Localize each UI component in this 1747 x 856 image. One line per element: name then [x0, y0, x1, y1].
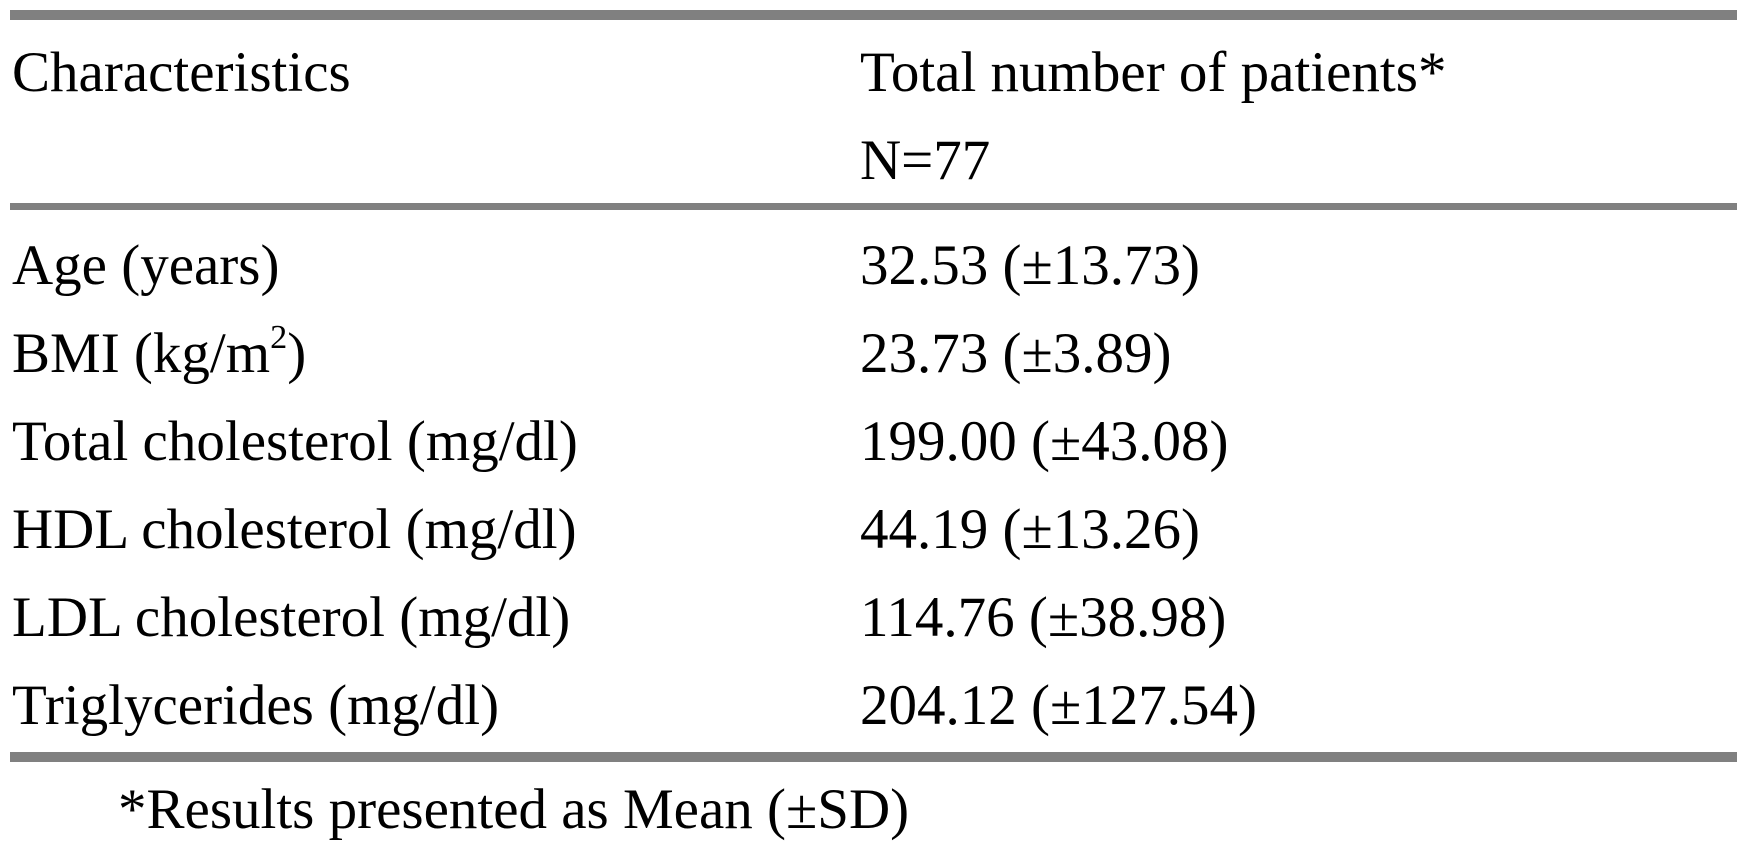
table-header-rule — [10, 203, 1737, 210]
header-characteristics: Characteristics — [12, 41, 351, 104]
row-value-ldl: 114.76 (±38.98) — [860, 586, 1227, 649]
row-value-bmi: 23.73 (±3.89) — [860, 322, 1172, 385]
table-footnote: *Results presented as Mean (±SD) — [118, 778, 910, 841]
table-bottom-rule — [10, 752, 1737, 762]
row-label-bmi-suffix: ) — [287, 322, 307, 385]
row-label-triglycerides: Triglycerides (mg/dl) — [12, 674, 500, 737]
row-label-total-cholesterol: Total cholesterol (mg/dl) — [12, 410, 578, 473]
row-value-hdl: 44.19 (±13.26) — [860, 498, 1200, 561]
table-top-rule — [10, 10, 1737, 20]
header-n-count: N=77 — [860, 129, 991, 192]
row-value-age: 32.53 (±13.73) — [860, 234, 1200, 297]
row-label-ldl: LDL cholesterol (mg/dl) — [12, 586, 571, 649]
row-label-age: Age (years) — [12, 234, 280, 297]
row-value-total-cholesterol: 199.00 (±43.08) — [860, 410, 1229, 473]
row-label-hdl: HDL cholesterol (mg/dl) — [12, 498, 577, 561]
row-label-bmi: BMI (kg/m2) — [12, 310, 306, 398]
row-label-bmi-superscript: 2 — [270, 319, 288, 357]
header-total-patients: Total number of patients* — [860, 41, 1447, 104]
row-label-bmi-prefix: BMI (kg/m — [12, 322, 271, 385]
row-value-triglycerides: 204.12 (±127.54) — [860, 674, 1257, 737]
